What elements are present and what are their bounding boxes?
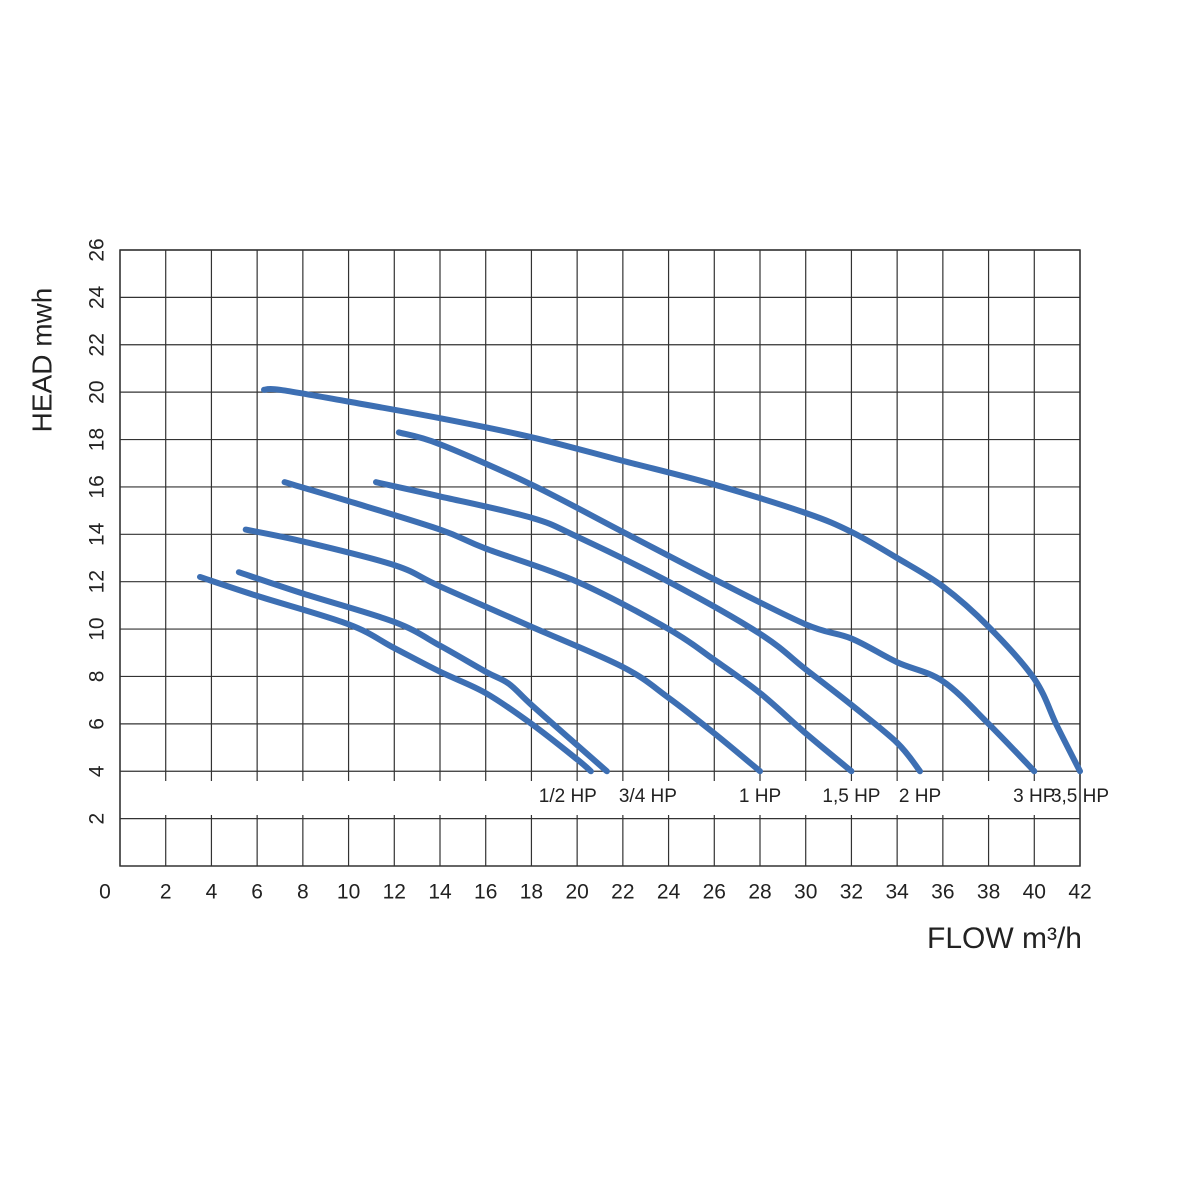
x-tick-label: 16 [474, 881, 497, 904]
x-tick-label: 24 [657, 881, 681, 904]
y-tick-label: 22 [86, 333, 109, 356]
pump-curve [373, 479, 923, 775]
x-tick-label: 36 [931, 881, 954, 904]
y-tick-label: 16 [86, 475, 109, 498]
x-tick-label: 38 [977, 881, 1000, 904]
x-tick-label: 28 [748, 881, 771, 904]
pump-curve [235, 569, 610, 775]
x-tick-label: 6 [251, 881, 263, 904]
pump-curve [395, 429, 1038, 775]
x-tick-label: 0 [99, 881, 111, 904]
label-band [121, 781, 1079, 815]
legend-label: 1 HP [739, 786, 781, 807]
x-tick-label: 26 [703, 881, 726, 904]
y-tick-label: 24 [86, 285, 109, 309]
y-tick-label: 14 [86, 522, 109, 546]
pump-curve [197, 573, 594, 775]
x-tick-label: 40 [1023, 881, 1046, 904]
y-axis-title: HEAD mwh [26, 288, 57, 433]
y-tick-label: 8 [86, 671, 109, 683]
x-tick-label: 18 [520, 881, 543, 904]
legend-label: 3/4 HP [619, 786, 677, 807]
x-tick-label: 12 [383, 881, 406, 904]
x-tick-label: 8 [297, 881, 309, 904]
x-tick-label: 14 [428, 881, 452, 904]
x-tick-label: 34 [885, 881, 909, 904]
x-tick-label: 32 [840, 881, 863, 904]
pump-curve [242, 526, 763, 775]
legend-label: 2 HP [899, 786, 941, 807]
y-tick-label: 26 [86, 238, 109, 261]
y-tick-label: 10 [86, 617, 109, 640]
x-tick-label: 30 [794, 881, 817, 904]
x-tick-label: 22 [611, 881, 634, 904]
y-tick-label: 4 [86, 765, 109, 777]
x-tick-label: 4 [206, 881, 218, 904]
pump-curve [281, 479, 855, 775]
y-tick-label: 6 [86, 718, 109, 730]
x-tick-label: 42 [1068, 881, 1091, 904]
y-tick-label: 2 [86, 813, 109, 825]
y-tick-label: 20 [86, 380, 109, 403]
x-tick-label: 2 [160, 881, 172, 904]
x-axis-title: FLOW m³/h [927, 922, 1082, 955]
x-tick-label: 20 [565, 881, 588, 904]
y-tick-label: 18 [86, 428, 109, 451]
legend-label: 3,5 HP [1051, 786, 1109, 807]
pump-curve [261, 385, 1083, 775]
y-tick-label: 12 [86, 570, 109, 593]
x-tick-label: 10 [337, 881, 360, 904]
legend-label: 1/2 HP [539, 786, 597, 807]
plot-frame [119, 249, 1081, 867]
legend-label: 1,5 HP [822, 786, 880, 807]
legend-label: 3 HP [1013, 786, 1055, 807]
